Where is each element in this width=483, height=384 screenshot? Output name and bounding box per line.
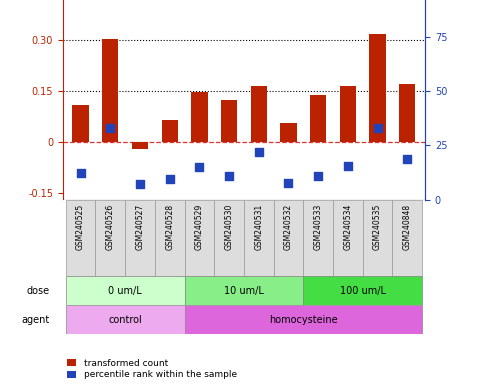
Bar xyxy=(310,94,327,142)
Point xyxy=(196,164,203,170)
Text: GSM240531: GSM240531 xyxy=(254,204,263,250)
Point xyxy=(166,176,173,182)
Bar xyxy=(369,33,386,142)
Bar xyxy=(392,200,422,276)
Text: control: control xyxy=(108,314,142,325)
Point xyxy=(403,156,411,162)
Text: 0 um/L: 0 um/L xyxy=(108,286,142,296)
Text: 100 um/L: 100 um/L xyxy=(340,286,386,296)
Bar xyxy=(96,200,125,276)
Bar xyxy=(185,305,422,334)
Text: GSM240530: GSM240530 xyxy=(225,204,234,250)
Point xyxy=(284,180,292,186)
Bar xyxy=(244,200,273,276)
Bar xyxy=(221,100,237,142)
Point xyxy=(225,173,233,179)
Point xyxy=(136,181,144,187)
Bar xyxy=(185,276,303,305)
Text: GSM240848: GSM240848 xyxy=(403,204,412,250)
Text: GSM240526: GSM240526 xyxy=(106,204,115,250)
Text: GSM240533: GSM240533 xyxy=(313,204,323,250)
Point xyxy=(314,173,322,179)
Bar xyxy=(66,276,185,305)
Text: agent: agent xyxy=(21,314,49,325)
Bar xyxy=(303,276,422,305)
Bar xyxy=(191,92,208,142)
Bar xyxy=(185,200,214,276)
Point xyxy=(344,163,352,169)
Bar xyxy=(251,86,267,142)
Text: 10 um/L: 10 um/L xyxy=(224,286,264,296)
Point xyxy=(106,126,114,132)
Text: homocysteine: homocysteine xyxy=(269,314,338,325)
Bar xyxy=(399,84,415,142)
Bar xyxy=(66,305,185,334)
Bar xyxy=(161,120,178,142)
Text: GSM240529: GSM240529 xyxy=(195,204,204,250)
Text: GSM240525: GSM240525 xyxy=(76,204,85,250)
Bar xyxy=(363,200,392,276)
Legend: transformed count, percentile rank within the sample: transformed count, percentile rank withi… xyxy=(67,359,237,379)
Text: dose: dose xyxy=(26,286,49,296)
Bar xyxy=(214,200,244,276)
Text: GSM240534: GSM240534 xyxy=(343,204,352,250)
Point xyxy=(77,169,85,175)
Bar xyxy=(155,200,185,276)
Text: GSM240528: GSM240528 xyxy=(165,204,174,250)
Bar xyxy=(66,200,96,276)
Text: GSM240527: GSM240527 xyxy=(136,204,144,250)
Bar xyxy=(102,39,118,142)
Bar xyxy=(132,142,148,149)
Text: GSM240532: GSM240532 xyxy=(284,204,293,250)
Point xyxy=(374,126,382,132)
Bar xyxy=(280,123,297,142)
Bar xyxy=(303,200,333,276)
Bar xyxy=(273,200,303,276)
Text: GSM240535: GSM240535 xyxy=(373,204,382,250)
Point xyxy=(255,149,263,155)
Bar xyxy=(340,86,356,142)
Bar xyxy=(125,200,155,276)
Bar xyxy=(333,200,363,276)
Bar xyxy=(72,105,89,142)
